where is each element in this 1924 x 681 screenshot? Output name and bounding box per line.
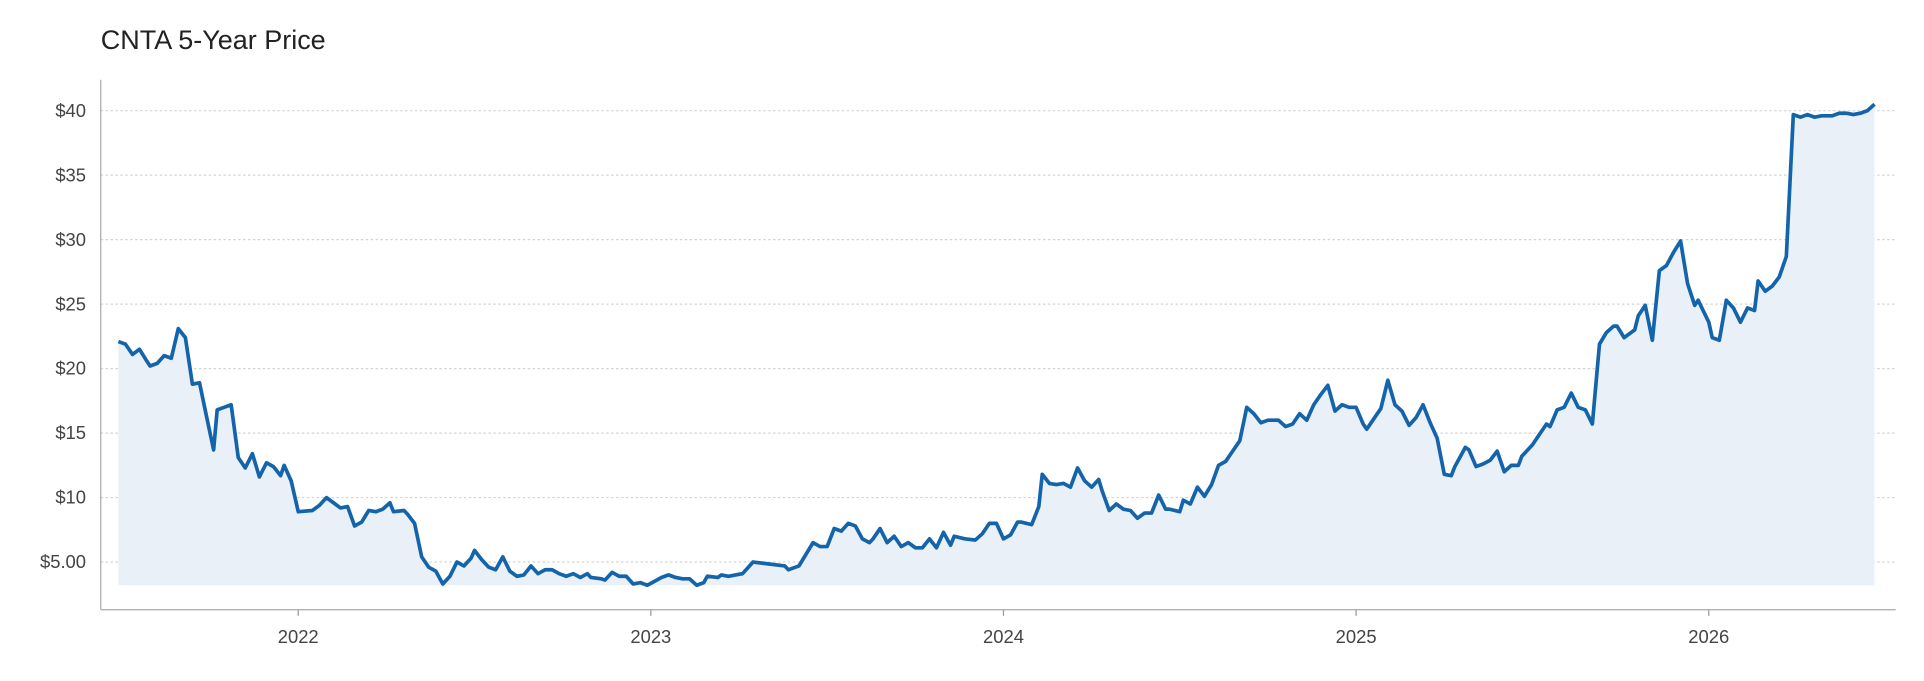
area [118, 104, 1875, 586]
chart-title: CNTA 5-Year Price [101, 25, 326, 55]
y-tick-label: $40 [55, 100, 86, 121]
y-tick-label: $10 [55, 487, 86, 508]
x-tick-label: 2024 [983, 626, 1024, 647]
y-tick-label: $20 [55, 358, 86, 379]
x-tick-label: 2023 [630, 626, 671, 647]
y-tick-label: $30 [55, 229, 86, 250]
x-tick-label: 2022 [278, 626, 319, 647]
y-tick-label: $35 [55, 164, 86, 185]
x-tick-label: 2025 [1336, 626, 1377, 647]
price-line [117, 102, 1876, 588]
y-tick-label: $5.00 [40, 551, 86, 572]
y-tick-label: $25 [55, 293, 86, 314]
x-tick-label: 2026 [1688, 626, 1729, 647]
y-tick-label: $15 [55, 422, 86, 443]
